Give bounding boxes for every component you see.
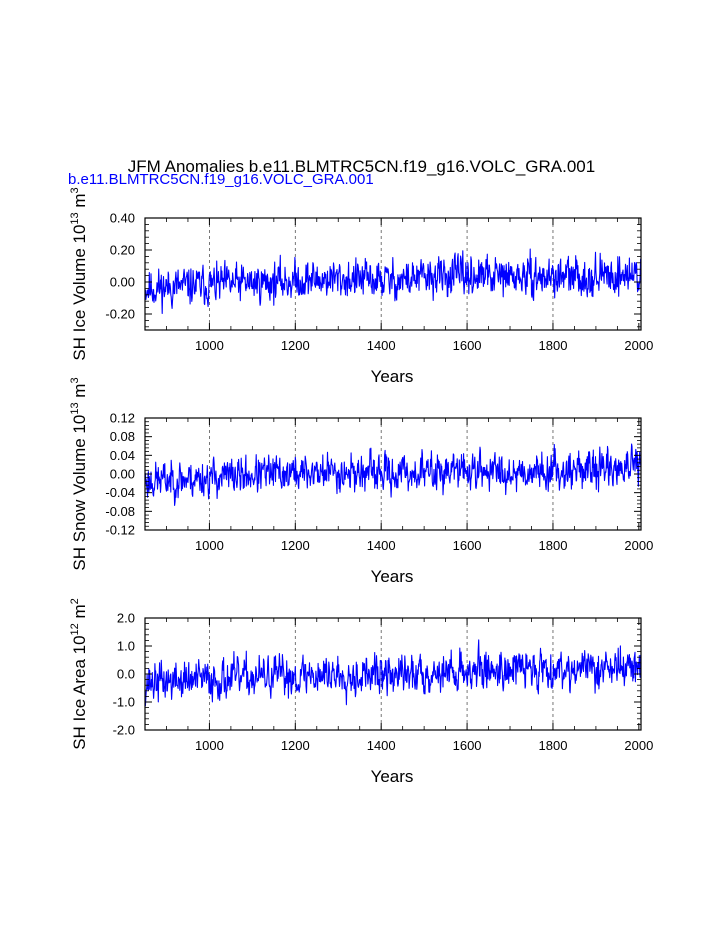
series-line xyxy=(144,639,642,707)
y-axis-label: SH Ice Volume 1013 m3 xyxy=(69,187,89,360)
chart-title: JFM Anomalies b.e11.BLMTRC5CN.f19_g16.VO… xyxy=(127,157,596,176)
x-tick-label: 1200 xyxy=(281,738,310,753)
x-tick-label: 1000 xyxy=(195,738,224,753)
series-line xyxy=(144,248,642,315)
plot-frame xyxy=(144,217,642,331)
y-tick-label: -1.0 xyxy=(113,695,135,710)
y-tick-label: -0.04 xyxy=(105,485,135,500)
x-tick-label: 1600 xyxy=(453,538,482,553)
snow-volume-panel: -0.12 -0.08 -0.04 0.00 0.04 0.08 0.12 1000 1200 1… xyxy=(69,377,653,586)
x-tick-label: 1200 xyxy=(281,538,310,553)
y-axis-label-unit: m xyxy=(70,193,89,212)
ice-volume-panel: -0.20 0.00 0.20 0.40 1000 1200 1400 1600 1800 200… xyxy=(69,187,653,386)
y-tick-label: -0.20 xyxy=(105,307,135,322)
x-tick-label: 1600 xyxy=(453,738,482,753)
y-tick-label: -2.0 xyxy=(113,723,135,738)
x-tick-label: 2000 xyxy=(624,538,653,553)
y-tick-label: 0.08 xyxy=(110,429,135,444)
x-axis-label: Years xyxy=(371,567,414,586)
y-axis-label-unit-exponent: 2 xyxy=(69,598,81,604)
y-axis-label-unit-exponent: 3 xyxy=(69,377,81,383)
x-axis-label: Years xyxy=(371,367,414,386)
ice-area-panel: -2.0 -1.0 0.0 1.0 2.0 1000 1200 1400 1600 1800 200… xyxy=(69,598,653,786)
y-tick-label: 2.0 xyxy=(117,611,135,626)
y-tick-label: 0.00 xyxy=(110,467,135,482)
y-tick-label: -0.12 xyxy=(105,523,135,538)
y-axis-label-exponent: 13 xyxy=(69,402,81,414)
y-tick-label: 1.0 xyxy=(117,639,135,654)
y-axis-label-unit: m xyxy=(70,384,89,403)
x-axis-label: Years xyxy=(371,767,414,786)
x-tick-label: 1400 xyxy=(367,338,396,353)
x-tick-label: 2000 xyxy=(624,738,653,753)
y-tick-label: -0.08 xyxy=(105,504,135,519)
y-axis-label-unit: m xyxy=(70,604,89,623)
y-axis-label-main: SH Ice Area 10 xyxy=(70,635,89,749)
x-tick-label: 1800 xyxy=(539,338,568,353)
series-line xyxy=(144,443,642,506)
y-axis-label: SH Snow Volume 1013 m3 xyxy=(69,377,89,570)
y-tick-label: 0.40 xyxy=(110,211,135,226)
y-tick-label: 0.0 xyxy=(117,667,135,682)
y-tick-label: 0.12 xyxy=(110,411,135,426)
x-tick-label: 1600 xyxy=(453,338,482,353)
y-axis-label-exponent: 12 xyxy=(69,623,81,635)
y-tick-label: 0.00 xyxy=(110,275,135,290)
chart-subtitle: b.e11.BLMTRC5CN.f19_g16.VOLC_GRA.001 xyxy=(68,171,374,188)
y-axis-label-main: SH Snow Volume 10 xyxy=(70,415,89,571)
x-tick-label: 2000 xyxy=(624,338,653,353)
x-tick-label: 1800 xyxy=(539,738,568,753)
y-axis-label: SH Ice Area 1012 m2 xyxy=(69,598,89,750)
x-tick-label: 1400 xyxy=(367,738,396,753)
y-axis-label-main: SH Ice Volume 10 xyxy=(70,225,89,361)
x-tick-label: 1200 xyxy=(281,338,310,353)
y-tick-label: 0.20 xyxy=(110,243,135,258)
x-tick-label: 1000 xyxy=(195,538,224,553)
x-tick-label: 1800 xyxy=(539,538,568,553)
y-tick-label: 0.04 xyxy=(110,448,135,463)
x-tick-label: 1400 xyxy=(367,538,396,553)
y-axis-label-exponent: 13 xyxy=(69,212,81,224)
y-axis-label-unit-exponent: 3 xyxy=(69,187,81,193)
x-tick-label: 1000 xyxy=(195,338,224,353)
